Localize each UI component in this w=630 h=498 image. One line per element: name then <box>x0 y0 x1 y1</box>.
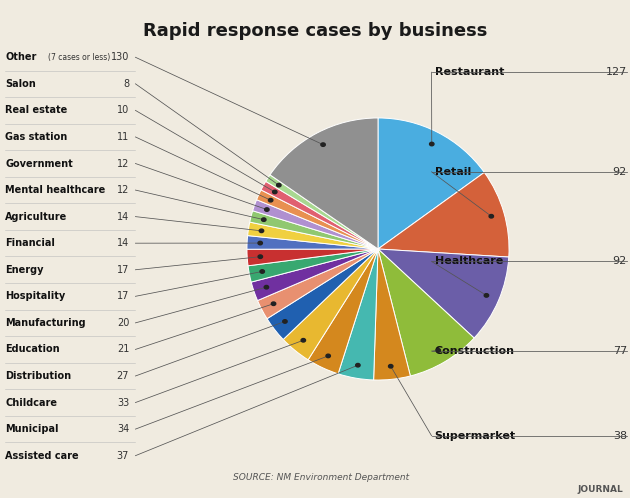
Text: Energy: Energy <box>5 265 43 275</box>
Text: Rapid response cases by business: Rapid response cases by business <box>143 22 487 40</box>
Text: Real estate: Real estate <box>5 106 67 116</box>
Text: 8: 8 <box>123 79 129 89</box>
Wedge shape <box>248 222 378 249</box>
Wedge shape <box>249 211 378 249</box>
Text: Hospitality: Hospitality <box>5 291 66 301</box>
Text: 17: 17 <box>117 265 129 275</box>
Text: Agriculture: Agriculture <box>5 212 67 222</box>
Text: 92: 92 <box>612 256 627 266</box>
Text: 77: 77 <box>612 346 627 356</box>
Text: 12: 12 <box>117 185 129 195</box>
Wedge shape <box>247 249 378 266</box>
Text: 21: 21 <box>117 345 129 355</box>
Text: Gas station: Gas station <box>5 132 67 142</box>
Text: Government: Government <box>5 158 73 168</box>
Text: 130: 130 <box>111 52 129 62</box>
Text: 33: 33 <box>117 397 129 407</box>
Text: JOURNAL: JOURNAL <box>578 485 624 494</box>
Wedge shape <box>284 249 378 360</box>
Text: 34: 34 <box>117 424 129 434</box>
Text: Education: Education <box>5 345 60 355</box>
Text: SOURCE: NM Environment Department: SOURCE: NM Environment Department <box>233 473 410 482</box>
Wedge shape <box>378 172 509 257</box>
Text: 37: 37 <box>117 451 129 461</box>
Text: 14: 14 <box>117 238 129 248</box>
Text: 92: 92 <box>612 167 627 177</box>
Text: Construction: Construction <box>435 346 515 356</box>
Wedge shape <box>253 200 378 249</box>
Text: Municipal: Municipal <box>5 424 59 434</box>
Text: 127: 127 <box>605 67 627 77</box>
Wedge shape <box>378 118 484 249</box>
Text: 14: 14 <box>117 212 129 222</box>
Text: (7 cases or less): (7 cases or less) <box>48 53 110 62</box>
Text: Healthcare: Healthcare <box>435 256 503 266</box>
Wedge shape <box>270 118 378 249</box>
Text: Retail: Retail <box>435 167 471 177</box>
Wedge shape <box>256 190 378 249</box>
Text: 10: 10 <box>117 106 129 116</box>
Wedge shape <box>258 249 378 319</box>
Text: Manufacturing: Manufacturing <box>5 318 86 328</box>
Text: Childcare: Childcare <box>5 397 57 407</box>
Wedge shape <box>261 181 378 249</box>
Wedge shape <box>338 249 378 380</box>
Text: Financial: Financial <box>5 238 55 248</box>
Wedge shape <box>378 249 509 338</box>
Wedge shape <box>248 249 378 282</box>
Wedge shape <box>251 249 378 301</box>
Text: Distribution: Distribution <box>5 371 71 381</box>
Wedge shape <box>247 236 378 249</box>
Text: 27: 27 <box>117 371 129 381</box>
Text: 12: 12 <box>117 158 129 168</box>
Text: Salon: Salon <box>5 79 36 89</box>
Wedge shape <box>374 249 410 380</box>
Text: 11: 11 <box>117 132 129 142</box>
Text: Mental healthcare: Mental healthcare <box>5 185 105 195</box>
Text: Other: Other <box>5 52 37 62</box>
Text: Assisted care: Assisted care <box>5 451 79 461</box>
Wedge shape <box>266 175 378 249</box>
Text: 17: 17 <box>117 291 129 301</box>
Wedge shape <box>267 249 378 340</box>
Wedge shape <box>378 249 474 376</box>
Text: 20: 20 <box>117 318 129 328</box>
Text: Supermarket: Supermarket <box>435 431 516 441</box>
Text: Restaurant: Restaurant <box>435 67 504 77</box>
Wedge shape <box>308 249 378 374</box>
Text: 38: 38 <box>613 431 627 441</box>
